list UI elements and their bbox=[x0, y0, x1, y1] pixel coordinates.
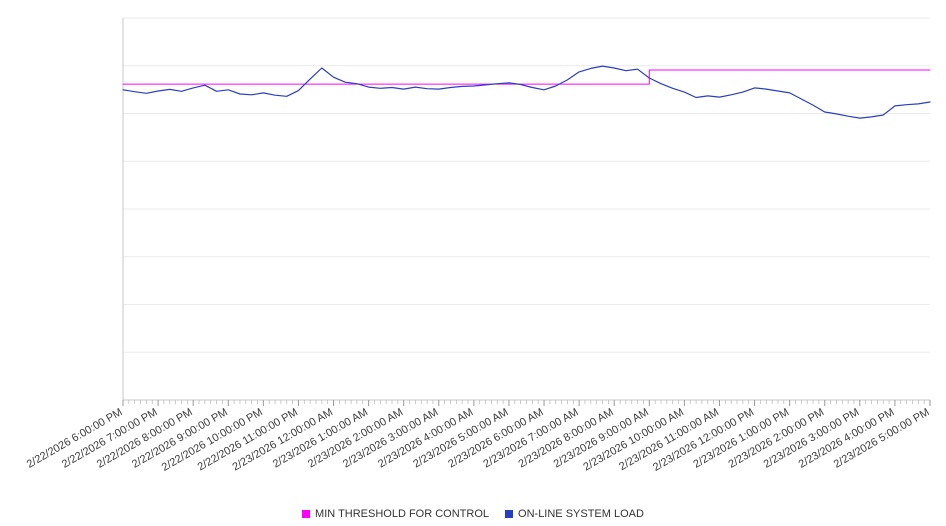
legend-item-min-threshold[interactable]: MIN THRESHOLD FOR CONTROL bbox=[302, 508, 489, 520]
legend-swatch-min-threshold-icon bbox=[302, 510, 311, 518]
legend-item-online-system-load[interactable]: ON-LINE SYSTEM LOAD bbox=[505, 508, 644, 520]
legend-label-online-system-load: ON-LINE SYSTEM LOAD bbox=[518, 508, 644, 520]
legend-label-min-threshold: MIN THRESHOLD FOR CONTROL bbox=[315, 508, 490, 520]
chart-legend: MIN THRESHOLD FOR CONTROL ON-LINE SYSTEM… bbox=[0, 508, 946, 520]
legend-swatch-online-system-load-icon bbox=[505, 510, 514, 518]
